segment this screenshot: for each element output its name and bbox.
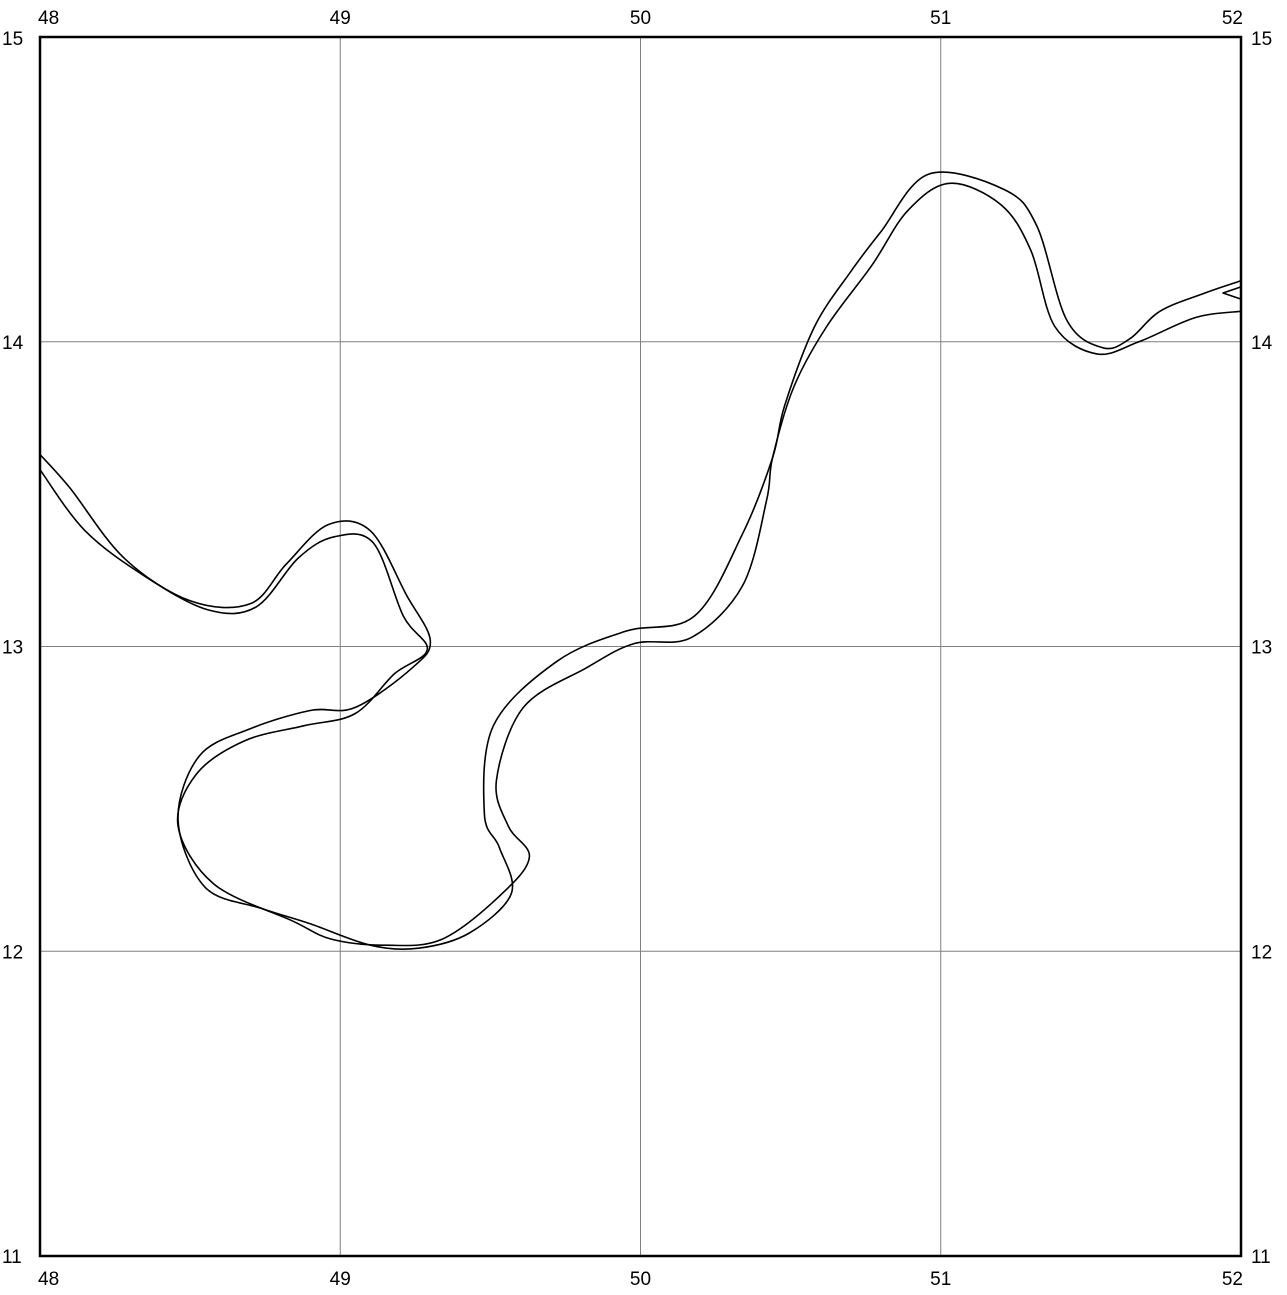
- river-south-bank: [39, 182, 1242, 947]
- y-tick-label-left: 11: [2, 1247, 22, 1268]
- graticule: [40, 37, 1241, 1256]
- y-tick-label-right: 11: [1251, 1247, 1271, 1268]
- x-tick-label-bottom: 52: [1222, 1269, 1243, 1290]
- x-tick-label-top: 50: [630, 8, 651, 29]
- map-frame: [38, 35, 1243, 1258]
- y-tick-label-left: 14: [2, 333, 24, 354]
- y-tick-label-right: 12: [1251, 942, 1272, 963]
- river-island: [1222, 286, 1242, 300]
- x-tick-label-bottom: 49: [330, 1269, 351, 1290]
- x-tick-label-top: 48: [38, 8, 59, 29]
- y-tick-label-right: 14: [1251, 333, 1273, 354]
- y-tick-label-right: 15: [1251, 29, 1272, 50]
- river: [39, 171, 1242, 950]
- y-tick-label-left: 12: [2, 942, 23, 963]
- y-tick-label-left: 13: [2, 638, 23, 659]
- x-tick-label-bottom: 48: [38, 1269, 59, 1290]
- x-tick-label-bottom: 51: [930, 1269, 951, 1290]
- x-tick-label-bottom: 50: [630, 1269, 651, 1290]
- x-tick-label-top: 51: [930, 8, 951, 29]
- y-tick-label-right: 13: [1251, 638, 1272, 659]
- x-tick-label-top: 49: [330, 8, 351, 29]
- coordinate-labels: 48 48 49 49 50 50 51 51 52 52 11 11 12 12 13 13 14 14 15 15: [2, 8, 1273, 1290]
- river-north-bank: [39, 171, 1242, 950]
- x-tick-label-top: 52: [1222, 8, 1243, 29]
- y-tick-label-left: 15: [2, 29, 23, 50]
